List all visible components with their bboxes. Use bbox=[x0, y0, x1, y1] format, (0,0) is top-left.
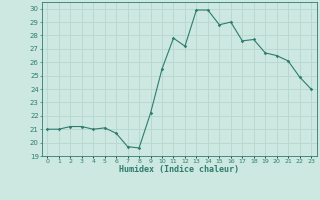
X-axis label: Humidex (Indice chaleur): Humidex (Indice chaleur) bbox=[119, 165, 239, 174]
